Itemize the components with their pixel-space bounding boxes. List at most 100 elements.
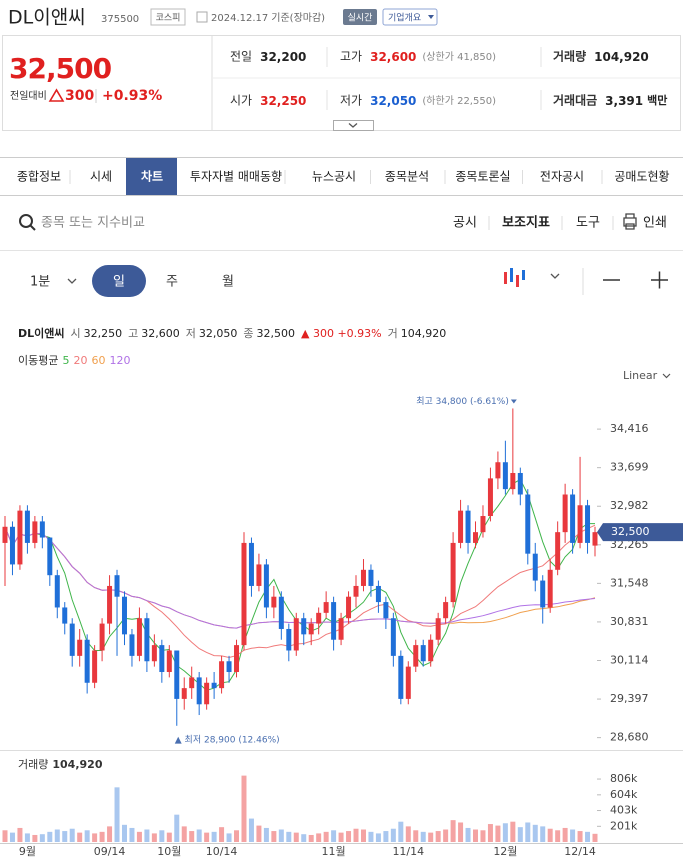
zoom-in[interactable]	[651, 271, 668, 289]
candle-body	[555, 532, 561, 570]
quote-box	[2, 35, 681, 131]
volume-bar	[9, 832, 15, 842]
stat-number: 3,391	[605, 94, 643, 108]
toolbar-action[interactable]: 공시	[453, 216, 477, 231]
realtime[interactable]: 실시간	[348, 13, 373, 24]
candle-body	[540, 580, 546, 608]
volume-bar	[420, 831, 426, 842]
print-icon	[623, 213, 637, 230]
tab[interactable]: 종목분석	[385, 170, 429, 184]
volume-bar	[293, 832, 299, 842]
chart-type-icon[interactable]	[504, 268, 525, 287]
x-tick-label: 12/14	[564, 845, 596, 858]
candle-body	[32, 521, 38, 543]
stat-value: 32,250	[260, 94, 306, 108]
volume-bar	[39, 834, 45, 842]
candle-body	[99, 623, 105, 651]
up-icon	[48, 88, 65, 102]
volume-bar	[121, 824, 127, 842]
candle-body	[293, 618, 299, 651]
icon-bar	[522, 270, 525, 280]
scale[interactable]: Linear	[623, 369, 658, 382]
summary-label: 고	[128, 327, 138, 340]
volume-bar	[2, 830, 8, 842]
volume-bar	[592, 833, 598, 842]
y-tick-label: 33,699	[610, 461, 649, 474]
x-tick-label: 9월	[19, 845, 36, 858]
ma-legend: 이동평균 5 20 60 120	[18, 354, 130, 367]
tab[interactable]: 투자자별 매매동향	[190, 170, 282, 184]
tab[interactable]: 공매도현황	[614, 170, 669, 184]
ma-period: 60	[91, 354, 105, 367]
volume-bar	[196, 829, 202, 842]
volume-bar	[308, 834, 314, 842]
volume-bar	[562, 827, 568, 842]
period-pill[interactable]	[92, 265, 146, 297]
price-tag	[597, 523, 683, 542]
period-option[interactable]: 일	[113, 275, 125, 290]
volume-value: 104,920	[52, 758, 102, 771]
volume-legend: 거래량 104,920	[18, 758, 103, 771]
date: 2024.12.17 기준(장마감)	[211, 12, 325, 24]
candle-body	[458, 510, 464, 543]
ma-period: 5	[62, 354, 69, 367]
volume-bar	[443, 829, 449, 842]
tab[interactable]: 시세	[90, 170, 112, 184]
tab[interactable]: 종목토론실	[455, 170, 510, 184]
candle-body	[159, 645, 165, 673]
y-tick-label: 28,680	[610, 731, 649, 744]
stats: 전일 32,200 고가 32,600 (상한가 41,850) 거래량 104,920 시가…	[230, 49, 667, 108]
active-tab	[126, 158, 177, 195]
volume-bar	[286, 831, 292, 842]
search-placeholder[interactable]: 종목 또는 지수비교	[41, 216, 145, 231]
candle-body	[375, 585, 381, 603]
stat-value: 32,050	[370, 94, 416, 108]
tab[interactable]: 뉴스공시	[312, 170, 356, 184]
date-basis: 기준(장마감)	[271, 12, 325, 24]
calendar-icon	[196, 11, 208, 23]
toolbar-action[interactable]: 보조지표	[502, 216, 550, 231]
stock-code: 375500	[101, 14, 139, 25]
volume-bar	[234, 830, 240, 842]
tab[interactable]: 종합정보	[17, 170, 61, 184]
candle-body	[517, 472, 523, 495]
low-annotation: ▲ 최저 28,900 (12.46%)	[175, 734, 280, 745]
period-option[interactable]: 월	[222, 275, 234, 290]
dropdown-icon	[428, 15, 434, 19]
toolbar-action[interactable]: 인쇄	[643, 216, 667, 231]
candle-body	[450, 542, 456, 603]
candle-body	[428, 639, 434, 662]
candle-body	[121, 596, 127, 635]
volume-bar	[166, 832, 172, 842]
stock-name: DL이앤씨	[8, 7, 86, 29]
company[interactable]: 기업개요	[388, 13, 421, 24]
volume-bar	[465, 827, 471, 842]
candle-body	[24, 510, 30, 543]
company-button[interactable]	[382, 8, 438, 26]
toolbar-action[interactable]: 도구	[576, 216, 600, 231]
realtime-badge[interactable]	[343, 9, 377, 25]
candle-body	[331, 602, 337, 640]
volume-tick-label: 201k	[610, 819, 638, 832]
tab[interactable]: 차트	[141, 169, 163, 184]
x-tick-label: 09/14	[94, 845, 126, 858]
volume-bar	[278, 829, 284, 842]
period-option[interactable]: 주	[166, 275, 178, 290]
chart-name: DL이앤씨	[18, 326, 65, 340]
tab[interactable]: 전자공시	[540, 170, 584, 184]
candle-body	[547, 569, 553, 608]
stat-number: 32,050	[370, 94, 416, 108]
candle-body	[323, 602, 329, 613]
stat-value: 32,600	[370, 50, 416, 64]
y-tick-label: 29,397	[610, 692, 649, 705]
volume-bar	[263, 827, 269, 842]
collapse-button[interactable]	[333, 120, 374, 131]
candle-body	[107, 585, 113, 624]
interval[interactable]: 1분	[30, 275, 50, 290]
candle-body	[256, 564, 262, 586]
candle-body	[577, 505, 583, 543]
high-annotation: 최고 34,800 (-6.61%)	[416, 396, 509, 407]
volume-bar	[532, 824, 538, 842]
volume-bar	[360, 829, 366, 842]
volume-bar	[226, 833, 232, 842]
